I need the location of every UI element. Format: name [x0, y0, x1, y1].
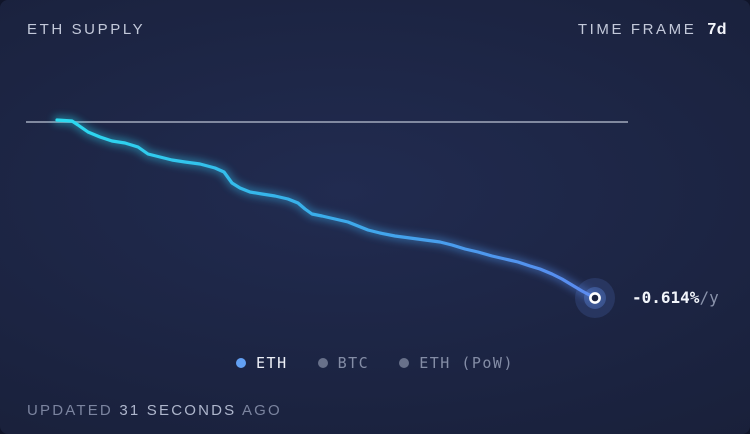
- legend-item-eth[interactable]: ETH: [236, 354, 288, 372]
- legend-item-btc[interactable]: BTC: [317, 354, 370, 372]
- legend-item-eth-pow[interactable]: ETH (PoW): [399, 354, 514, 372]
- legend-label-eth: ETH: [256, 354, 288, 372]
- timeframe-label: TIME FRAME: [577, 21, 697, 38]
- eth-series-dot-icon: [236, 358, 247, 368]
- legend-label-eth-pow: ETH (PoW): [419, 354, 514, 372]
- updated-status: UPDATED 31 SECONDS AGO: [27, 402, 282, 419]
- card-header: ETH SUPPLY TIME FRAME 7d: [27, 21, 727, 39]
- page-title: ETH SUPPLY: [27, 21, 146, 38]
- chart-legend: ETH BTC ETH (PoW): [0, 354, 750, 372]
- growth-rate-unit: /y: [699, 288, 719, 307]
- eth-pow-series-dot-icon: [399, 358, 410, 368]
- growth-rate-annotation: -0.614%/y: [632, 289, 719, 307]
- updated-suffix: AGO: [241, 402, 282, 419]
- btc-series-dot-icon: [317, 358, 328, 368]
- updated-value: 31 SECONDS: [119, 402, 237, 419]
- timeframe-value[interactable]: 7d: [707, 21, 727, 38]
- eth-supply-line: [55, 118, 597, 300]
- timeframe-control[interactable]: TIME FRAME 7d: [578, 21, 727, 39]
- growth-rate-value: -0.614%: [632, 288, 700, 307]
- updated-prefix: UPDATED: [27, 402, 113, 419]
- legend-label-btc: BTC: [337, 354, 370, 372]
- latest-point-marker: [575, 278, 615, 318]
